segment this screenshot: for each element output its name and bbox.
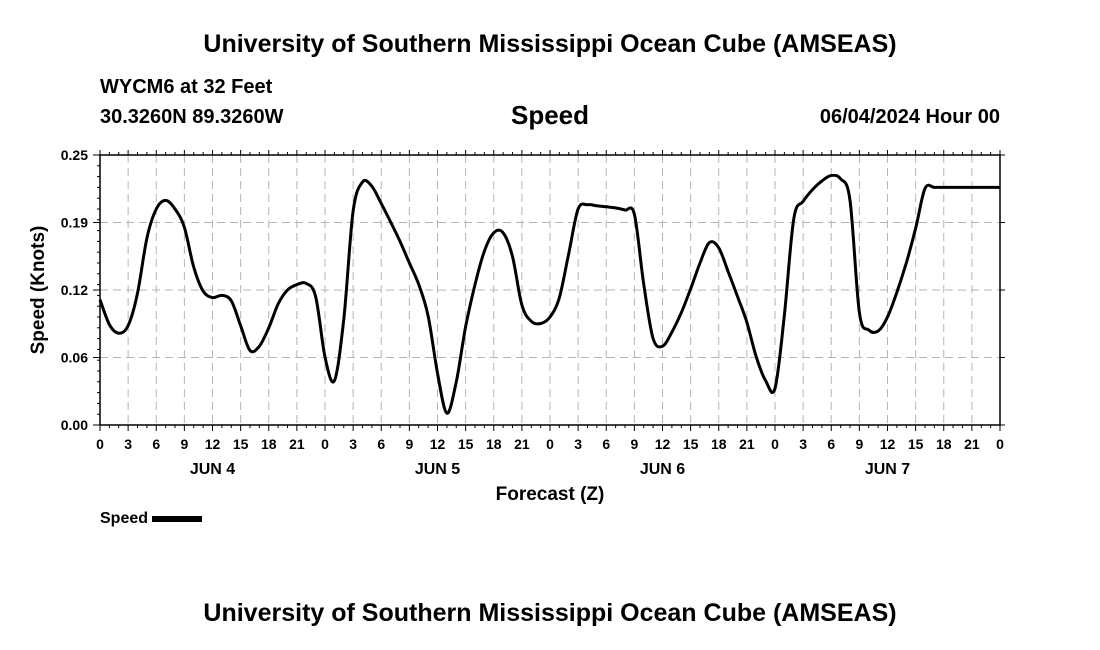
day-label: JUN 6 — [640, 461, 685, 478]
axis-labels: 0 3 6 9 12 15 18 21 0 3 6 9 12 15 18 21 0 3 6 9 12 15 18 21 0 3 6 9… — [61, 147, 1004, 478]
series-layer — [98, 173, 1000, 415]
x-tick-label: 12 — [205, 436, 221, 452]
x-tick-label: 15 — [233, 436, 249, 452]
metric-title: Speed — [510, 100, 590, 130]
y-tick-label: 0.12 — [61, 282, 88, 298]
x-tick-label: 9 — [180, 436, 188, 452]
grid-lines — [100, 155, 1000, 425]
x-tick-label: 18 — [711, 436, 727, 452]
x-tick-label: 18 — [486, 436, 502, 452]
x-tick-label: 3 — [349, 436, 357, 452]
plot-frame — [99, 154, 1001, 426]
x-tick-label: 0 — [546, 436, 554, 452]
x-tick-label: 21 — [514, 436, 530, 452]
day-label: JUN 7 — [865, 461, 910, 478]
x-tick-label: 3 — [124, 436, 132, 452]
y-tick-label: 0.06 — [61, 350, 88, 366]
x-tick-label: 12 — [430, 436, 446, 452]
day-label: JUN 4 — [190, 461, 235, 478]
x-tick-label: 0 — [321, 436, 329, 452]
x-tick-label: 15 — [458, 436, 474, 452]
x-tick-label: 12 — [880, 436, 896, 452]
x-tick-label: 6 — [827, 436, 835, 452]
x-tick-label: 21 — [739, 436, 755, 452]
x-tick-label: 0 — [96, 436, 104, 452]
coordinates-label: 30.3260N 89.3260W — [100, 106, 284, 128]
x-tick-label: 9 — [855, 436, 863, 452]
x-tick-label: 0 — [771, 436, 779, 452]
x-tick-label: 21 — [289, 436, 305, 452]
speed-series-line — [98, 173, 1000, 415]
station-label: WYCM6 at 32 Feet — [100, 76, 273, 98]
x-tick-label: 3 — [574, 436, 582, 452]
x-tick-label: 9 — [630, 436, 638, 452]
legend-line-swatch — [152, 515, 203, 522]
speed-chart: 0 3 6 9 12 15 18 21 0 3 6 9 12 15 18 21 0 3 6 9 12 15 18 21 0 3 6 9… — [28, 147, 1005, 505]
x-tick-label: 15 — [908, 436, 924, 452]
y-axis-title: Speed (Knots) — [28, 226, 49, 355]
x-tick-label: 3 — [799, 436, 807, 452]
x-tick-label: 21 — [964, 436, 980, 452]
x-tick-label: 6 — [377, 436, 385, 452]
forecast-datetime: 06/04/2024 Hour 00 — [819, 106, 1000, 128]
y-tick-label: 0.19 — [61, 215, 88, 231]
x-axis-title: Forecast (Z) — [496, 484, 605, 505]
legend: Speed — [100, 510, 203, 528]
y-tick-label: 0.00 — [61, 417, 88, 433]
chart-title-top: University of Southern Mississippi Ocean… — [203, 30, 897, 58]
x-tick-label: 18 — [261, 436, 277, 452]
x-tick-label: 6 — [152, 436, 160, 452]
x-tick-label: 6 — [602, 436, 610, 452]
x-tick-label: 15 — [683, 436, 699, 452]
x-tick-label: 18 — [936, 436, 952, 452]
x-tick-label: 9 — [405, 436, 413, 452]
legend-label: Speed — [100, 510, 149, 527]
day-label: JUN 5 — [415, 461, 460, 478]
x-tick-label: 12 — [655, 436, 671, 452]
chart-title-bottom: University of Southern Mississippi Ocean… — [203, 599, 897, 627]
y-tick-label: 0.25 — [61, 147, 88, 163]
x-tick-label: 0 — [996, 436, 1004, 452]
